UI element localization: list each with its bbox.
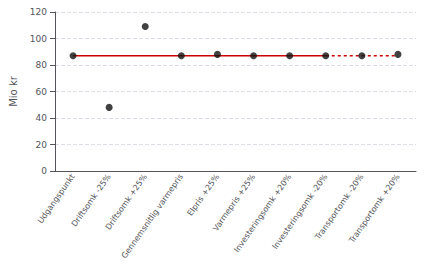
svg-text:Mio kr: Mio kr <box>8 75 19 106</box>
svg-text:80: 80 <box>36 60 48 70</box>
svg-text:40: 40 <box>36 113 48 123</box>
svg-text:0: 0 <box>41 166 47 176</box>
svg-text:Driftsomk -25%: Driftsomk -25% <box>70 172 113 228</box>
svg-text:100: 100 <box>30 34 47 44</box>
svg-text:120: 120 <box>30 7 47 17</box>
svg-text:Udgangspunkt: Udgangspunkt <box>36 172 77 225</box>
svg-text:60: 60 <box>36 87 48 97</box>
svg-text:Investeringsomk -20%: Investeringsomk -20% <box>270 172 330 251</box>
svg-text:Gennemsnitlig varmepris: Gennemsnitlig varmepris <box>120 172 185 260</box>
svg-text:20: 20 <box>36 140 48 150</box>
svg-text:Transportomk -20%: Transportomk -20% <box>313 172 366 242</box>
svg-text:Varmepris +25%: Varmepris +25% <box>211 172 258 233</box>
svg-text:Investeringsomk +20%: Investeringsomk +20% <box>232 172 294 255</box>
svg-text:Transportomk +20%: Transportomk +20% <box>347 172 402 245</box>
svg-text:Driftsomk +25%: Driftsomk +25% <box>103 172 149 232</box>
svg-text:Elpris +25%: Elpris +25% <box>186 172 222 218</box>
